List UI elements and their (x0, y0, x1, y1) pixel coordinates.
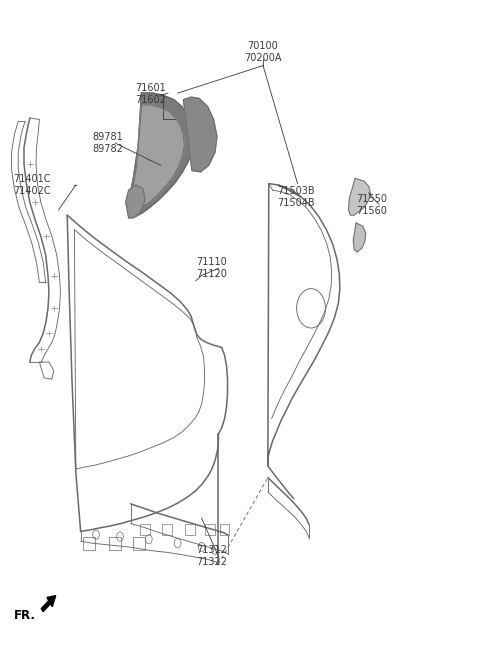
Bar (133, 537, 145, 550)
Text: 71110
71120: 71110 71120 (196, 257, 227, 279)
Text: 71503B
71504B: 71503B 71504B (277, 186, 315, 208)
Polygon shape (129, 93, 193, 218)
Text: 71401C
71402C: 71401C 71402C (13, 174, 51, 196)
Text: 71550
71560: 71550 71560 (356, 194, 387, 216)
Bar (140, 524, 150, 535)
Polygon shape (131, 105, 184, 211)
Bar (205, 524, 215, 535)
Text: 89781
89782: 89781 89782 (92, 132, 123, 154)
Bar (220, 524, 229, 535)
Polygon shape (348, 178, 371, 215)
Bar (83, 537, 95, 550)
Polygon shape (353, 223, 366, 252)
Polygon shape (126, 185, 145, 218)
FancyArrow shape (41, 596, 56, 611)
Bar (109, 537, 121, 550)
Polygon shape (183, 97, 217, 172)
Bar (185, 524, 195, 535)
Text: 70100
70200A: 70100 70200A (244, 41, 282, 63)
Text: FR.: FR. (13, 609, 36, 622)
Text: 71601
71602: 71601 71602 (135, 83, 166, 106)
Bar (162, 524, 172, 535)
Text: 71312
71322: 71312 71322 (196, 545, 227, 567)
